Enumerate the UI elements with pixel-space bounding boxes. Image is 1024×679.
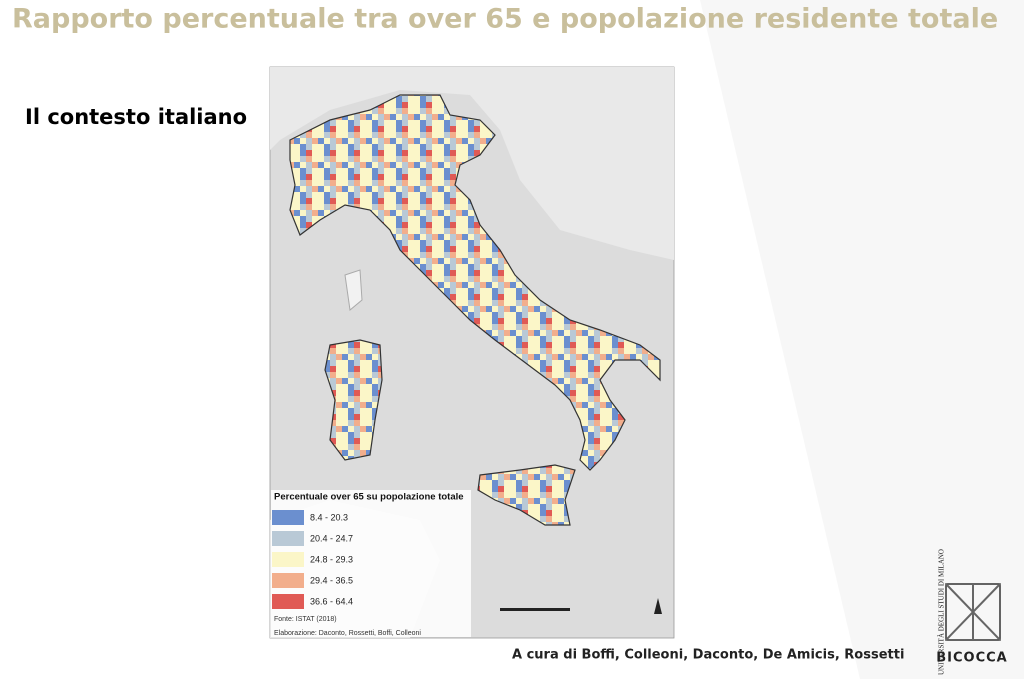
slide-subtitle: Il contesto italiano	[25, 105, 247, 129]
legend-swatch	[272, 510, 304, 525]
slide-title: Rapporto percentuale tra over 65 e popol…	[12, 4, 998, 35]
corsica	[344, 269, 363, 311]
legend-swatch	[272, 552, 304, 567]
scale-bar	[500, 608, 570, 611]
map-source: Fonte: ISTAT (2018)	[274, 616, 337, 623]
legend-label: 20.4 - 24.7	[310, 533, 353, 543]
north-arrow	[654, 598, 662, 614]
legend-label: 36.6 - 64.4	[310, 596, 353, 606]
background-shape	[700, 0, 1024, 679]
legend-box	[271, 490, 471, 637]
credits: A cura di Boffi, Colleoni, Daconto, De A…	[512, 648, 904, 663]
italy-choropleth	[289, 94, 661, 526]
legend-swatch	[272, 594, 304, 609]
logo-top: UNIVERSITÀ DEGLI STUDI DI MILANO	[938, 549, 946, 675]
legend-title: Percentuale over 65 su popolazione total…	[274, 492, 464, 503]
logo: UNIVERSITÀ DEGLI STUDI DI MILANO BICOCCA	[936, 549, 1007, 675]
legend-swatch	[272, 531, 304, 546]
legend-swatch	[272, 573, 304, 588]
logo-bottom: BICOCCA	[936, 651, 1007, 666]
map-elaboration: Elaborazione: Daconto, Rossetti, Boffi, …	[274, 630, 421, 637]
legend-label: 24.8 - 29.3	[310, 554, 353, 564]
legend-label: 29.4 - 36.5	[310, 575, 353, 585]
map: Percentuale over 65 su popolazione total…	[269, 66, 675, 639]
legend: 8.4 - 20.3 20.4 - 24.7 24.8 - 29.3 29.4 - 3…	[272, 510, 353, 609]
legend-label: 8.4 - 20.3	[310, 512, 348, 522]
land-neighbors	[270, 67, 674, 260]
logo-emblem	[945, 583, 1001, 641]
